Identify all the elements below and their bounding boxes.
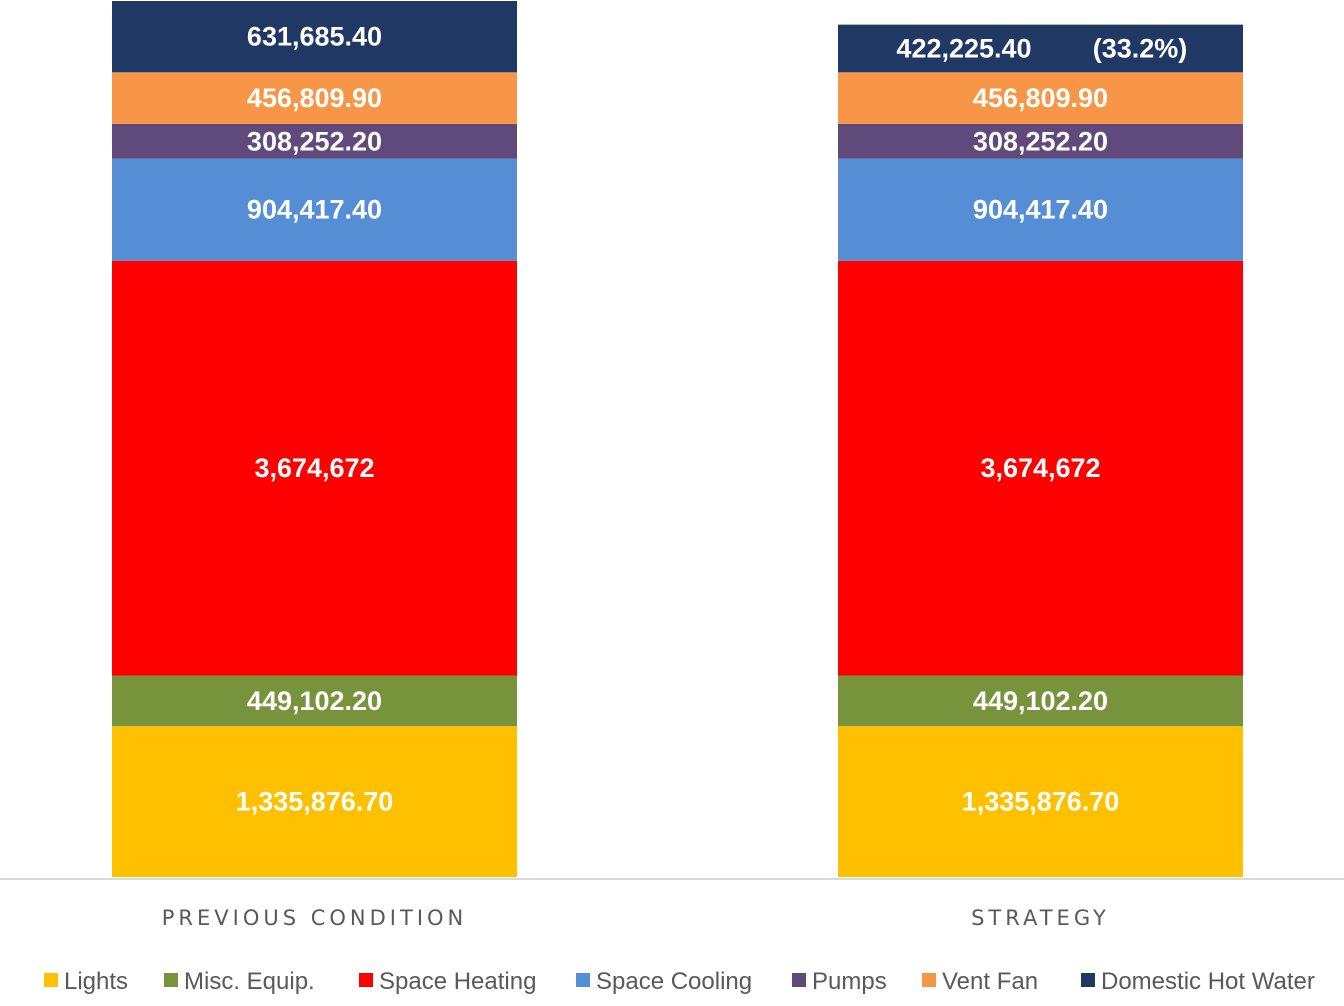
legend-swatch-space-heating — [359, 973, 373, 987]
bar-segment-misc-equip-strategy — [838, 675, 1243, 727]
data-label-space-heating-previous-condition: 3,674,672 — [254, 453, 374, 483]
legend: Lights Misc. Equip. Space Heating Space Coo… — [44, 968, 1315, 995]
data-label-lights-previous-condition: 1,335,876.70 — [236, 787, 394, 817]
data-label-domestic-hot-water-strategy: 422,225.40 — [896, 33, 1031, 63]
legend-label-domestic-hot-water: Domestic Hot Water — [1101, 968, 1315, 995]
legend-swatch-vent-fan — [922, 973, 936, 987]
legend-label-lights: Lights — [64, 968, 128, 995]
data-labels-group: 1,335,876.70 449,102.20 3,674,672 904,417.4… — [236, 22, 1188, 817]
category-labels-group: PREVIOUS CONDITION STRATEGY — [162, 906, 1110, 930]
data-label-pumps-previous-condition: 308,252.20 — [247, 126, 382, 156]
bar-segment-domestic-hot-water-previous-condition — [112, 1, 517, 73]
bar-segment-lights-previous-condition — [112, 726, 517, 877]
legend-swatch-lights — [44, 973, 58, 987]
bar-segment-domestic-hot-water-strategy — [838, 24, 1243, 73]
bars-group — [112, 1, 1243, 877]
data-label-pumps-strategy: 308,252.20 — [973, 126, 1108, 156]
annotation-percent-reduction: (33.2%) — [1093, 33, 1188, 63]
legend-label-space-heating: Space Heating — [379, 968, 536, 995]
category-label-strategy: STRATEGY — [971, 906, 1110, 930]
bar-segment-space-heating-strategy — [838, 260, 1243, 676]
data-label-vent-fan-strategy: 456,809.90 — [973, 83, 1108, 113]
data-label-misc-equip-previous-condition: 449,102.20 — [247, 686, 382, 716]
data-label-lights-strategy: 1,335,876.70 — [962, 787, 1120, 817]
legend-swatch-pumps — [792, 973, 806, 987]
bar-segment-misc-equip-previous-condition — [112, 675, 517, 727]
bar-segment-space-cooling-previous-condition — [112, 158, 517, 261]
legend-swatch-misc-equip — [164, 973, 178, 987]
bar-segment-lights-strategy — [838, 726, 1243, 877]
bar-segment-space-heating-previous-condition — [112, 260, 517, 676]
bar-segment-space-cooling-strategy — [838, 158, 1243, 261]
bar-segment-pumps-previous-condition — [112, 123, 517, 159]
data-label-space-cooling-previous-condition: 904,417.40 — [247, 195, 382, 225]
legend-swatch-space-cooling — [576, 973, 590, 987]
bar-segment-vent-fan-previous-condition — [112, 72, 517, 124]
data-label-domestic-hot-water-previous-condition: 631,685.40 — [247, 22, 382, 52]
legend-label-misc-equip: Misc. Equip. — [184, 968, 315, 995]
bar-segment-vent-fan-strategy — [838, 72, 1243, 124]
legend-label-space-cooling: Space Cooling — [596, 968, 752, 995]
legend-label-pumps: Pumps — [812, 968, 887, 995]
data-label-space-heating-strategy: 3,674,672 — [980, 453, 1100, 483]
data-label-misc-equip-strategy: 449,102.20 — [973, 686, 1108, 716]
legend-swatch-domestic-hot-water — [1081, 973, 1095, 987]
category-label-previous-condition: PREVIOUS CONDITION — [162, 906, 468, 930]
bar-segment-pumps-strategy — [838, 123, 1243, 159]
data-label-vent-fan-previous-condition: 456,809.90 — [247, 83, 382, 113]
data-label-space-cooling-strategy: 904,417.40 — [973, 195, 1108, 225]
legend-label-vent-fan: Vent Fan — [942, 968, 1038, 995]
